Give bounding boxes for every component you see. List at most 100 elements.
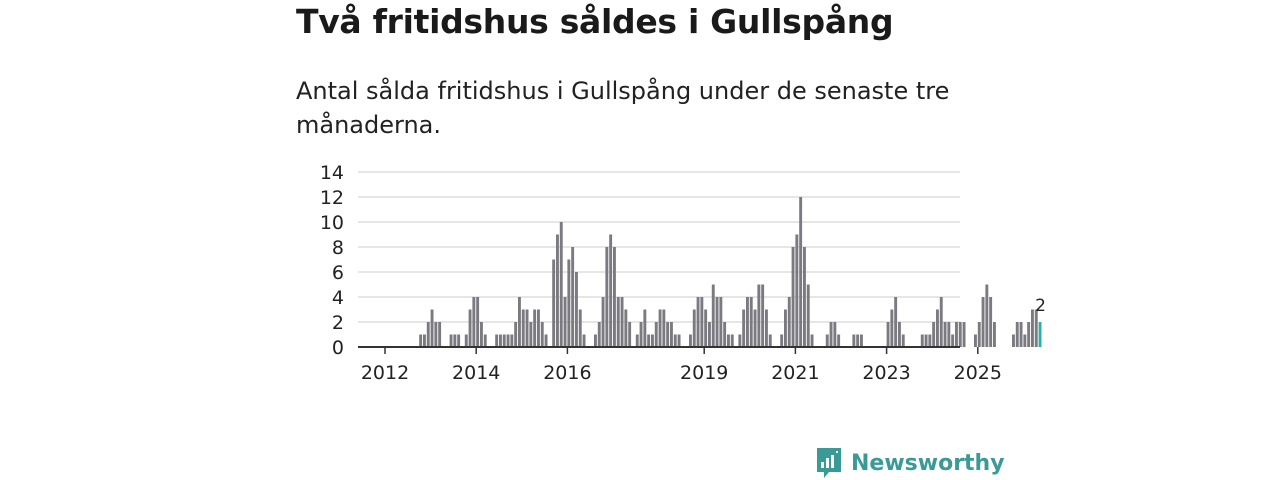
bar — [977, 322, 981, 347]
y-tick-label: 4 — [332, 287, 344, 309]
bar — [958, 322, 962, 347]
bar — [601, 297, 605, 347]
bar — [890, 309, 894, 347]
x-tick-label: 2021 — [771, 362, 819, 384]
bar — [575, 272, 578, 347]
brand-name: Newsworthy — [851, 450, 1005, 476]
bar — [723, 322, 727, 347]
bar — [791, 247, 795, 347]
bar — [662, 309, 666, 347]
bar — [962, 322, 966, 347]
bar — [624, 309, 628, 347]
bar — [955, 322, 958, 347]
brand-logo: Newsworthy — [815, 446, 1005, 480]
bar — [700, 297, 704, 347]
bar — [670, 322, 673, 347]
sales-bar-chart: 0 2 4 6 8 10 12 14 2012 2014 2016 2019 2021 2023 2025… — [320, 162, 1046, 384]
bar — [651, 334, 654, 347]
bar — [434, 322, 438, 347]
chart-subtitle: Antal sålda fritidshus i Gullspång under… — [296, 77, 950, 139]
bar — [518, 297, 521, 347]
bar — [423, 334, 426, 347]
grid-lines — [358, 171, 960, 323]
bar — [1031, 309, 1034, 347]
bar — [582, 334, 586, 347]
bar — [476, 297, 480, 347]
x-tick-label: 2025 — [954, 362, 1002, 384]
bar — [936, 309, 939, 347]
bar — [768, 334, 772, 347]
y-tick-label: 6 — [332, 262, 344, 284]
bar — [616, 297, 620, 347]
bar — [578, 309, 582, 347]
bar — [506, 334, 510, 347]
bar — [951, 334, 955, 347]
bar — [1012, 334, 1015, 347]
highlight-bar — [1038, 322, 1042, 347]
bar — [761, 284, 765, 347]
bar — [483, 334, 487, 347]
bar — [628, 322, 632, 347]
bar — [985, 284, 989, 347]
bar — [605, 247, 609, 347]
bar — [430, 309, 434, 347]
bar — [533, 309, 537, 347]
bar — [806, 284, 810, 347]
bar — [635, 334, 639, 347]
bar — [981, 297, 985, 347]
bar — [708, 322, 711, 347]
bar — [852, 334, 856, 347]
x-tick-label: 2016 — [543, 362, 591, 384]
bar — [696, 297, 700, 347]
bar — [677, 334, 681, 347]
bar — [499, 334, 502, 347]
bar — [837, 334, 841, 347]
bar — [453, 334, 457, 347]
bar — [609, 234, 613, 347]
bar — [1034, 309, 1038, 347]
y-tick-label: 0 — [332, 337, 344, 359]
bar — [559, 222, 563, 347]
bar — [495, 334, 499, 347]
bar — [901, 334, 905, 347]
bar — [860, 334, 863, 347]
bar — [525, 309, 529, 347]
bar — [738, 334, 742, 347]
bar — [540, 322, 544, 347]
bar — [993, 322, 996, 347]
bar — [571, 247, 575, 347]
bar — [787, 297, 791, 347]
bar — [974, 334, 977, 347]
bar — [426, 322, 430, 347]
bar — [757, 284, 761, 347]
bar — [730, 334, 734, 347]
bar — [480, 322, 483, 347]
page-title: Två fritidshus såldes i Gullspång — [296, 2, 894, 41]
bar — [711, 284, 715, 347]
bar — [833, 322, 837, 347]
bar — [563, 297, 567, 347]
bar — [799, 197, 803, 347]
y-tick-label: 14 — [320, 162, 344, 184]
bar — [928, 334, 932, 347]
bar — [742, 309, 746, 347]
bar — [780, 334, 784, 347]
bars — [419, 197, 1042, 347]
bar — [457, 334, 461, 347]
bar — [510, 334, 514, 347]
y-tick-label: 8 — [332, 237, 344, 259]
bar — [654, 322, 658, 347]
bar — [1023, 334, 1027, 347]
bar — [856, 334, 860, 347]
bar — [529, 322, 533, 347]
bar — [1019, 322, 1023, 347]
bar — [1027, 322, 1031, 347]
bar — [765, 309, 768, 347]
bar — [594, 334, 597, 347]
bar — [692, 309, 696, 347]
x-tick-label: 2012 — [361, 362, 409, 384]
bar — [673, 334, 677, 347]
bar — [749, 297, 753, 347]
highlight-value-label: 2 — [1035, 296, 1046, 316]
bar — [472, 297, 476, 347]
